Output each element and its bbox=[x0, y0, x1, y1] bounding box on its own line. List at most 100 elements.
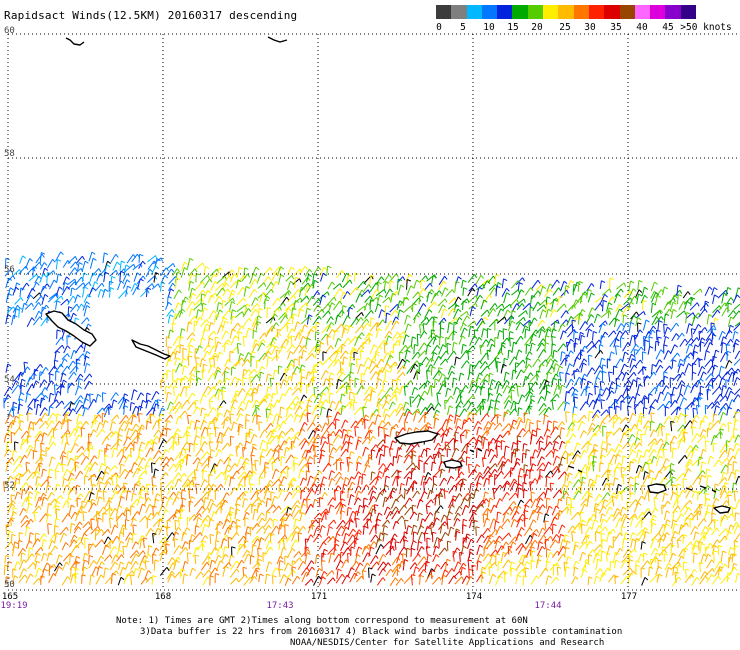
wind-barb-tick bbox=[565, 310, 569, 315]
wind-barb bbox=[418, 414, 425, 423]
wind-barb-tick bbox=[561, 384, 566, 388]
wind-barb-tick bbox=[524, 325, 529, 329]
wind-barb bbox=[647, 393, 650, 404]
wind-barb-tick bbox=[443, 308, 448, 312]
wind-barb bbox=[287, 281, 291, 290]
wind-barb-tick bbox=[730, 338, 734, 343]
wind-barb-tick bbox=[327, 291, 330, 296]
wind-barb-tick bbox=[358, 336, 362, 340]
wind-barb-tick bbox=[301, 376, 306, 379]
wind-barb-tick bbox=[257, 315, 262, 319]
wind-barb bbox=[61, 329, 66, 340]
wind-barb bbox=[461, 280, 464, 289]
wind-barb bbox=[250, 387, 255, 397]
wind-barb bbox=[511, 342, 515, 353]
wind-barb bbox=[627, 371, 635, 381]
wind-barb bbox=[223, 371, 226, 383]
wind-barb-tick bbox=[270, 328, 274, 332]
wind-barb bbox=[654, 316, 662, 325]
wind-barb bbox=[677, 363, 682, 373]
wind-barb-tick bbox=[198, 461, 203, 465]
wind-barb bbox=[525, 372, 532, 381]
wind-barb bbox=[345, 385, 348, 395]
wind-barb bbox=[45, 380, 52, 391]
wind-barb bbox=[23, 362, 26, 373]
wind-barb bbox=[462, 301, 464, 311]
wind-barb-tick bbox=[638, 428, 643, 432]
wind-barb-tick bbox=[355, 377, 360, 380]
wind-barb-tick bbox=[158, 450, 162, 454]
wind-barb bbox=[522, 376, 526, 388]
wind-barb-tick bbox=[596, 376, 601, 380]
wind-barb-tick bbox=[491, 379, 496, 383]
wind-barb-tick bbox=[109, 280, 114, 284]
wind-barb bbox=[110, 276, 113, 286]
wind-barb-tick bbox=[714, 364, 719, 368]
wind-barb bbox=[221, 390, 224, 401]
wind-barb-tick bbox=[128, 427, 133, 432]
wind-barb-tick bbox=[13, 401, 18, 405]
wind-barb bbox=[479, 405, 482, 416]
wind-barb bbox=[573, 312, 581, 319]
wind-barb-tick bbox=[353, 351, 358, 354]
wind-barb bbox=[33, 316, 41, 326]
wind-barb bbox=[725, 367, 733, 376]
wind-barb-tick bbox=[245, 285, 250, 289]
wind-barb bbox=[571, 368, 578, 376]
wind-barb bbox=[48, 292, 58, 300]
wind-barb bbox=[704, 440, 707, 450]
wind-barb bbox=[500, 364, 504, 374]
wind-barb bbox=[202, 350, 208, 360]
wind-barb bbox=[468, 464, 470, 474]
wind-barb bbox=[671, 447, 674, 459]
wind-barb bbox=[501, 337, 508, 345]
wind-barb-tick bbox=[175, 313, 180, 317]
wind-barb-tick bbox=[644, 397, 649, 400]
wind-barb-tick bbox=[377, 303, 382, 307]
wind-barb-tick bbox=[609, 310, 612, 315]
wind-barb-tick bbox=[428, 426, 433, 430]
wind-barb bbox=[390, 320, 397, 331]
wind-barb-tick bbox=[120, 463, 125, 467]
wind-barb-tick bbox=[537, 358, 541, 363]
wind-barb bbox=[651, 310, 661, 318]
wind-barb bbox=[572, 357, 578, 368]
wind-barb bbox=[293, 414, 298, 423]
wind-barb bbox=[81, 260, 86, 271]
wind-barb bbox=[712, 294, 715, 304]
wind-barb-tick bbox=[306, 295, 310, 300]
wind-barb-tick bbox=[553, 298, 558, 302]
wind-barb bbox=[334, 445, 341, 453]
wind-barb bbox=[290, 335, 293, 346]
wind-barb-tick bbox=[244, 267, 249, 270]
wind-barb-tick bbox=[352, 346, 357, 351]
wind-barb bbox=[94, 282, 103, 292]
wind-barb-tick bbox=[423, 462, 429, 465]
wind-barb-tick bbox=[44, 394, 49, 399]
wind-barb-tick bbox=[293, 294, 297, 299]
wind-barb bbox=[486, 338, 492, 347]
wind-barb bbox=[468, 383, 475, 394]
wind-barb bbox=[509, 337, 511, 347]
wind-barb-tick bbox=[85, 407, 89, 411]
wind-barb-tick bbox=[301, 428, 306, 432]
wind-barb-tick bbox=[486, 280, 491, 285]
wind-barb bbox=[75, 282, 84, 291]
wind-barb bbox=[672, 373, 680, 382]
wind-barb bbox=[439, 358, 447, 366]
wind-barb-tick bbox=[277, 297, 281, 302]
wind-barb-tick bbox=[455, 356, 460, 360]
wind-barb-tick bbox=[449, 405, 454, 409]
wind-barb bbox=[469, 335, 475, 346]
wind-barb-tick bbox=[105, 471, 110, 475]
wind-barb-tick bbox=[49, 373, 54, 376]
wind-barb-tick bbox=[161, 407, 166, 411]
wind-barb bbox=[501, 278, 504, 289]
wind-barb bbox=[672, 289, 681, 299]
wind-barb-tick bbox=[213, 310, 217, 314]
wind-barb bbox=[663, 365, 670, 373]
wind-barb-tick bbox=[278, 332, 282, 337]
wind-barb-tick bbox=[699, 288, 703, 293]
wind-barb bbox=[174, 302, 179, 311]
wind-barb bbox=[531, 279, 539, 289]
